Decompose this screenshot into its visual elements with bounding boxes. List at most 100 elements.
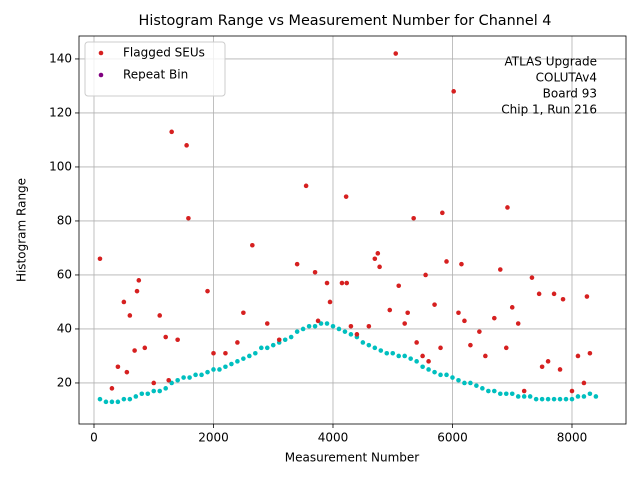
point	[444, 372, 449, 378]
point	[139, 391, 145, 397]
point	[515, 321, 521, 326]
point	[136, 278, 142, 283]
point	[545, 396, 551, 402]
x-tick-label: 2000	[198, 431, 229, 445]
point	[163, 386, 168, 391]
point	[396, 283, 402, 289]
point	[121, 396, 127, 402]
point	[145, 391, 151, 397]
point	[181, 375, 186, 380]
point	[521, 388, 527, 394]
y-axis-label: Histogram Range	[15, 178, 29, 282]
point	[468, 380, 473, 386]
annotation: ATLAS Upgrade	[504, 55, 597, 69]
point	[132, 348, 137, 353]
point	[258, 345, 264, 351]
point	[551, 291, 557, 297]
point	[414, 359, 419, 364]
point	[432, 302, 437, 307]
point	[426, 367, 431, 372]
point	[264, 345, 270, 351]
point	[390, 350, 396, 356]
point	[456, 377, 461, 383]
x-axis-label: Measurement Number	[285, 451, 419, 465]
point	[217, 367, 222, 372]
point	[348, 323, 354, 329]
y-tick-label: 80	[57, 213, 72, 227]
point	[97, 256, 103, 262]
point	[109, 386, 115, 391]
point	[366, 323, 372, 329]
point	[142, 345, 148, 351]
point	[348, 332, 354, 337]
point	[411, 215, 416, 221]
point	[344, 280, 350, 286]
point	[480, 386, 485, 391]
point	[440, 210, 445, 216]
point	[414, 340, 419, 345]
point	[581, 380, 587, 386]
point	[312, 323, 318, 329]
point	[175, 377, 180, 383]
point	[372, 256, 378, 262]
x-tick-label: 8000	[557, 431, 588, 445]
point	[157, 313, 163, 318]
point	[109, 399, 115, 405]
point	[560, 296, 566, 302]
point	[462, 318, 467, 324]
annotation: Chip 1, Run 216	[501, 103, 597, 117]
point	[533, 396, 539, 402]
point	[529, 275, 535, 280]
point	[420, 364, 425, 370]
point	[408, 356, 413, 361]
point	[121, 299, 127, 305]
annotation: COLUTAv4	[536, 71, 597, 85]
point	[384, 350, 390, 356]
point	[503, 391, 509, 397]
point	[199, 372, 204, 378]
point	[387, 307, 393, 313]
y-tick-label: 100	[49, 159, 72, 173]
point	[342, 329, 348, 334]
point	[503, 345, 509, 351]
point	[306, 323, 312, 329]
point	[235, 340, 240, 345]
point	[563, 396, 569, 402]
point	[127, 396, 133, 402]
point	[459, 261, 464, 267]
point	[247, 353, 252, 359]
point	[569, 388, 575, 394]
point	[184, 143, 189, 148]
point	[375, 251, 381, 256]
point	[229, 361, 234, 367]
point	[377, 264, 382, 270]
point	[405, 310, 410, 316]
point	[587, 391, 593, 397]
legend-label: Repeat Bin	[123, 68, 188, 82]
point	[282, 337, 288, 343]
point	[420, 353, 425, 359]
point	[303, 183, 309, 189]
point	[324, 280, 330, 286]
point	[324, 321, 330, 326]
point	[509, 305, 515, 310]
point	[474, 383, 479, 388]
legend-label: Flagged SEUs	[123, 46, 205, 60]
point	[438, 345, 443, 351]
point	[97, 396, 103, 402]
point	[288, 334, 294, 340]
legend-marker	[98, 50, 104, 56]
point	[339, 280, 345, 286]
plot-frame	[78, 35, 627, 425]
point	[492, 315, 497, 321]
x-tick-label: 0	[90, 431, 98, 445]
point	[186, 215, 191, 221]
point	[515, 394, 521, 399]
point	[581, 394, 587, 399]
point	[312, 269, 318, 275]
point	[393, 51, 399, 56]
point	[294, 329, 300, 334]
point	[133, 394, 139, 399]
point	[402, 321, 407, 326]
